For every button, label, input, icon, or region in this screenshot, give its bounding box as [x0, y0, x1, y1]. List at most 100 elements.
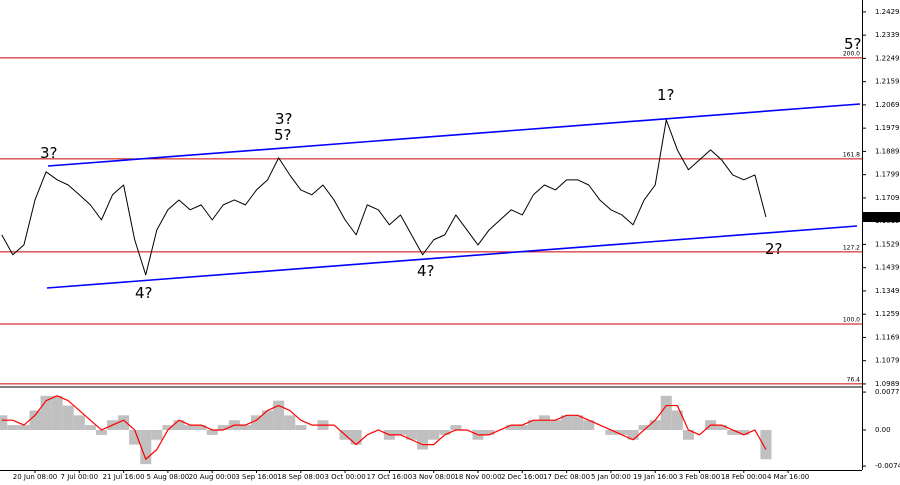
histogram-bar	[29, 410, 41, 430]
histogram-bar	[616, 429, 628, 435]
y-tick-label: 1.1889	[875, 147, 900, 155]
histogram-bar	[18, 425, 30, 430]
y-tick-label: 1.1169	[875, 333, 900, 341]
histogram-bar	[250, 415, 263, 430]
histogram-bar	[583, 420, 595, 430]
x-tick-label: 19 Jan 16:00	[633, 473, 677, 481]
wave-label: 3?	[275, 110, 293, 128]
wave-label: 4?	[417, 262, 435, 280]
histogram-bar	[295, 425, 307, 430]
x-tick-label: 4 Mar 16:00	[767, 473, 809, 481]
histogram-bar	[217, 425, 229, 430]
series-line	[1, 395, 767, 460]
x-tick-label: 7 Jul 00:00	[61, 473, 99, 481]
price	[1, 119, 767, 276]
histogram-bar	[627, 429, 639, 440]
x-tick-label: 17 Dec 08:00	[543, 473, 590, 481]
level-label: 161.8	[843, 151, 860, 158]
x-tick-label: 3 Feb 08:00	[679, 473, 720, 481]
y-tick-label: 1.2069	[875, 101, 900, 109]
x-tick-label: 5 Aug 08:00	[147, 473, 190, 481]
y2-tick-label: 0.00	[875, 426, 891, 434]
histogram-bar	[239, 425, 251, 430]
histogram-bar	[129, 429, 141, 445]
histogram-bar	[760, 429, 772, 460]
series-line	[1, 119, 767, 276]
histogram-bar	[450, 425, 462, 430]
histogram-bar	[394, 429, 407, 435]
histogram-bar	[671, 410, 683, 430]
histogram-bar	[428, 429, 440, 440]
histogram-bar	[638, 425, 650, 430]
histogram-bar	[95, 429, 107, 435]
x-tick-label: 18 Sep 08:00	[277, 473, 324, 481]
histogram-bar	[549, 420, 562, 430]
y-tick-label: 1.1979	[875, 124, 900, 132]
level-label: 200.0	[843, 50, 860, 57]
y-tick-label: 1.1349	[875, 287, 900, 295]
y-tick-label: 1.1709	[875, 194, 900, 202]
y-tick-label: 1.2429	[875, 8, 900, 16]
last-price-label: 1.1635	[875, 213, 900, 221]
x-tick-label: 3 Oct 00:00	[325, 473, 366, 481]
histogram-bar	[173, 420, 185, 430]
y2-tick-label: 0.00776	[875, 388, 900, 396]
y-tick-label: 1.2249	[875, 54, 900, 62]
histogram-bar	[483, 429, 495, 435]
y-tick-label: 1.1439	[875, 264, 900, 272]
histogram-bar	[516, 425, 528, 430]
wave-label: 5?	[844, 35, 862, 53]
histogram-bar	[417, 429, 429, 450]
level-label: 100.0	[843, 316, 860, 323]
histogram-bar	[118, 415, 130, 430]
wave-label: 3?	[40, 144, 58, 162]
x-tick-label: 18 Feb 00:00	[721, 473, 767, 481]
x-tick-label: 17 Oct 16:00	[367, 473, 413, 481]
histogram-bar	[605, 429, 617, 435]
x-tick-label: 20 Aug 00:00	[189, 473, 236, 481]
y-tick-label: 1.0989	[875, 380, 900, 388]
histogram-bar	[206, 429, 218, 435]
histogram-bar	[682, 429, 694, 440]
histogram-bar	[527, 420, 539, 430]
histogram-bar	[649, 420, 661, 430]
histogram-bar	[73, 415, 85, 430]
y-tick-label: 1.1799	[875, 171, 900, 179]
histogram-bar	[572, 415, 584, 430]
histogram-bar	[262, 410, 274, 430]
histogram-bar	[716, 425, 728, 430]
x-tick-label: 3 Nov 08:00	[412, 473, 455, 481]
histogram-bar	[439, 429, 451, 435]
x-tick-label: 18 Nov 00:00	[454, 473, 501, 481]
histogram-bar	[284, 415, 296, 430]
x-tick-label: 20 Jun 08:00	[13, 473, 57, 481]
channel-upper	[47, 103, 861, 167]
histogram-bar	[7, 425, 19, 430]
y-tick-label: 1.2159	[875, 78, 900, 86]
y-tick-label: 1.2339	[875, 31, 900, 39]
channel-lower	[46, 225, 858, 289]
histogram-bar	[40, 395, 52, 430]
level-label: 127.2	[843, 244, 860, 251]
histogram-bar	[727, 429, 739, 435]
last-price-box	[863, 212, 900, 223]
x-tick-label: 5 Jan 00:00	[591, 473, 631, 481]
wave-label: 5?	[274, 126, 292, 144]
histogram-bar	[140, 429, 152, 465]
histogram-bar	[738, 429, 750, 435]
histogram-bar	[538, 415, 550, 430]
axes: 1.2429 1.2339 1.2249 1.2159 1.2069 1.1979 1.18…	[13, 8, 900, 481]
histogram-bar	[162, 425, 174, 430]
histogram-bar	[151, 429, 163, 440]
histogram-bar	[561, 415, 573, 430]
x-tick-label: 2 Dec 16:00	[501, 473, 544, 481]
histogram-bar	[84, 425, 96, 430]
histogram-bar	[273, 400, 285, 430]
wave-label: 2?	[765, 240, 783, 258]
histogram-bar	[62, 405, 74, 430]
y-tick-label: 1.1259	[875, 310, 900, 318]
histogram-bar	[350, 429, 362, 445]
